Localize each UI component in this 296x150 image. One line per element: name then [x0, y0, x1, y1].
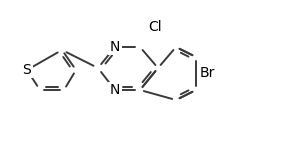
Text: N: N — [110, 83, 120, 97]
Text: S: S — [22, 63, 31, 77]
Text: Br: Br — [200, 66, 215, 80]
Text: N: N — [110, 40, 120, 54]
Text: Cl: Cl — [148, 20, 162, 34]
